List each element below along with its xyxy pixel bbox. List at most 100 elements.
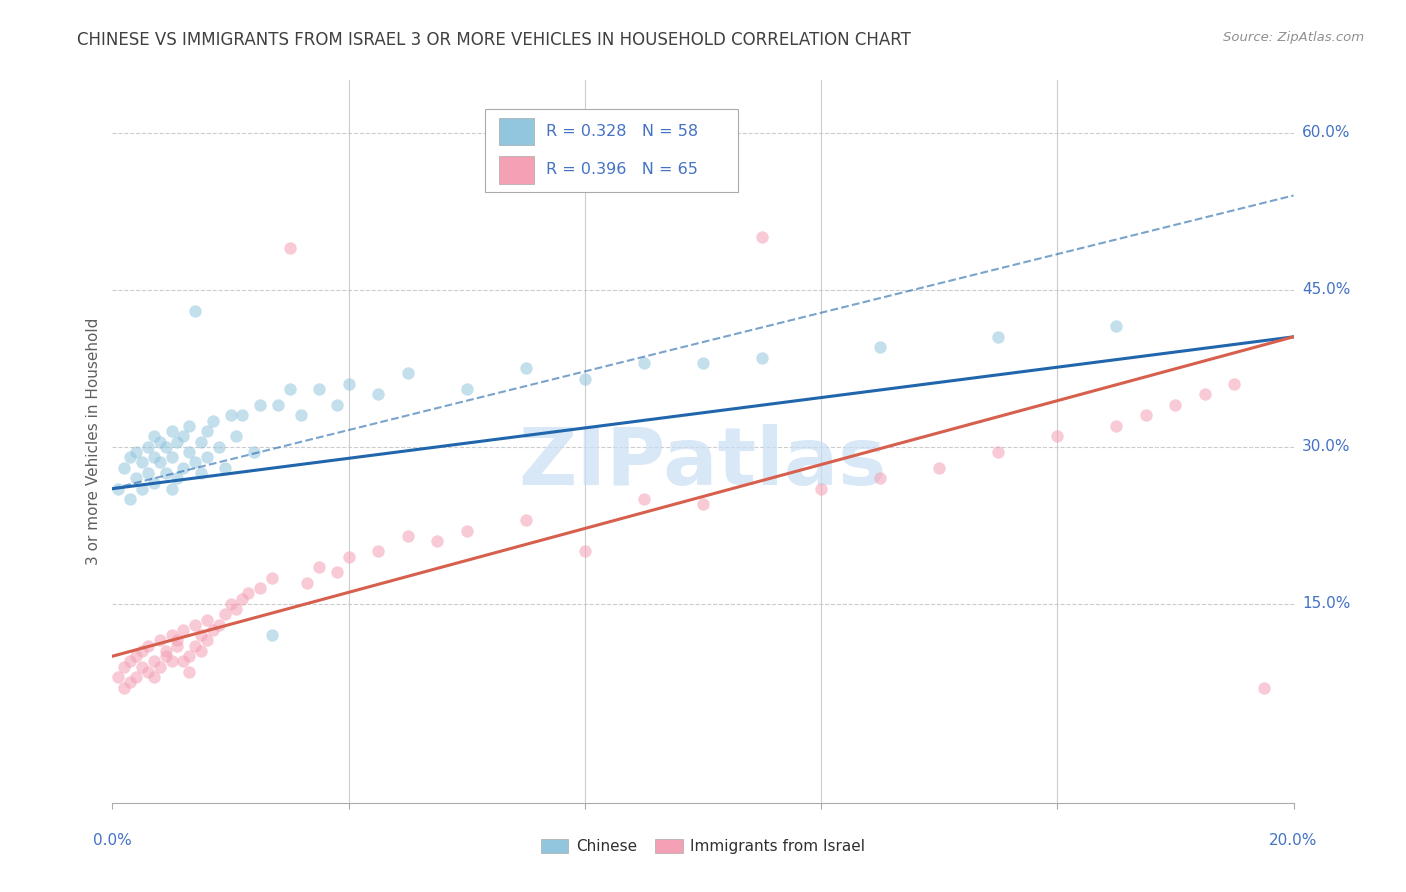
Point bbox=[869, 471, 891, 485]
Point bbox=[190, 466, 212, 480]
Point bbox=[184, 617, 207, 632]
Text: R = 0.328   N = 58: R = 0.328 N = 58 bbox=[546, 124, 697, 139]
Point bbox=[190, 434, 212, 449]
Point bbox=[308, 382, 330, 396]
Point bbox=[166, 471, 188, 485]
Point bbox=[142, 450, 165, 465]
Point bbox=[120, 655, 142, 669]
Point bbox=[225, 602, 247, 616]
Point bbox=[142, 429, 165, 443]
Point bbox=[231, 409, 253, 423]
Point bbox=[396, 529, 419, 543]
Point bbox=[112, 681, 135, 695]
Point bbox=[249, 581, 271, 595]
FancyBboxPatch shape bbox=[485, 109, 738, 193]
FancyBboxPatch shape bbox=[499, 156, 534, 184]
Point bbox=[219, 409, 242, 423]
Point bbox=[142, 670, 165, 684]
Point bbox=[131, 659, 153, 673]
Point bbox=[267, 398, 290, 412]
Point bbox=[125, 670, 148, 684]
Point bbox=[179, 665, 201, 679]
Text: Source: ZipAtlas.com: Source: ZipAtlas.com bbox=[1223, 31, 1364, 45]
Point bbox=[751, 351, 773, 365]
Point bbox=[131, 482, 153, 496]
Point bbox=[172, 460, 194, 475]
Point bbox=[515, 361, 537, 376]
Point bbox=[136, 466, 159, 480]
Point bbox=[142, 655, 165, 669]
Point bbox=[426, 534, 449, 549]
Point bbox=[208, 617, 231, 632]
Point bbox=[107, 482, 129, 496]
Point bbox=[1135, 409, 1157, 423]
Point bbox=[112, 460, 135, 475]
Point bbox=[225, 429, 247, 443]
Point bbox=[1046, 429, 1069, 443]
Point bbox=[125, 649, 148, 664]
Point bbox=[125, 471, 148, 485]
Point bbox=[120, 450, 142, 465]
Point bbox=[155, 440, 177, 454]
Point bbox=[1194, 387, 1216, 401]
Point bbox=[367, 544, 389, 558]
Point bbox=[308, 560, 330, 574]
Point bbox=[160, 450, 183, 465]
Point bbox=[136, 639, 159, 653]
Point bbox=[136, 665, 159, 679]
Text: CHINESE VS IMMIGRANTS FROM ISRAEL 3 OR MORE VEHICLES IN HOUSEHOLD CORRELATION CH: CHINESE VS IMMIGRANTS FROM ISRAEL 3 OR M… bbox=[77, 31, 911, 49]
Point bbox=[633, 356, 655, 370]
Point bbox=[326, 398, 349, 412]
Point bbox=[184, 455, 207, 469]
Point bbox=[131, 455, 153, 469]
FancyBboxPatch shape bbox=[499, 118, 534, 145]
Point bbox=[195, 633, 218, 648]
Point bbox=[160, 482, 183, 496]
Point bbox=[692, 356, 714, 370]
Text: ZIPatlas: ZIPatlas bbox=[519, 425, 887, 502]
Text: 60.0%: 60.0% bbox=[1302, 125, 1350, 140]
Point bbox=[166, 434, 188, 449]
Point bbox=[1105, 319, 1128, 334]
Point bbox=[290, 409, 312, 423]
Text: 0.0%: 0.0% bbox=[93, 833, 132, 848]
Point bbox=[810, 482, 832, 496]
Point bbox=[184, 639, 207, 653]
Point bbox=[869, 340, 891, 354]
Point bbox=[179, 418, 201, 433]
Point bbox=[172, 429, 194, 443]
Legend: Chinese, Immigrants from Israel: Chinese, Immigrants from Israel bbox=[534, 833, 872, 860]
Point bbox=[149, 659, 172, 673]
Point bbox=[297, 575, 319, 590]
Point bbox=[190, 644, 212, 658]
Point bbox=[112, 659, 135, 673]
Point bbox=[987, 330, 1010, 344]
Point bbox=[574, 544, 596, 558]
Point bbox=[201, 414, 224, 428]
Point bbox=[456, 382, 478, 396]
Point bbox=[337, 376, 360, 391]
Point bbox=[142, 476, 165, 491]
Point bbox=[928, 460, 950, 475]
Point bbox=[238, 586, 260, 600]
Point bbox=[396, 367, 419, 381]
Point bbox=[249, 398, 271, 412]
Point bbox=[155, 649, 177, 664]
Point bbox=[987, 445, 1010, 459]
Point bbox=[574, 372, 596, 386]
Point bbox=[160, 628, 183, 642]
Point bbox=[120, 492, 142, 507]
Point bbox=[1253, 681, 1275, 695]
Point bbox=[692, 497, 714, 511]
Point bbox=[149, 434, 172, 449]
Point bbox=[326, 566, 349, 580]
Point bbox=[149, 455, 172, 469]
Point bbox=[231, 591, 253, 606]
Point bbox=[184, 303, 207, 318]
Y-axis label: 3 or more Vehicles in Household: 3 or more Vehicles in Household bbox=[86, 318, 101, 566]
Point bbox=[195, 424, 218, 438]
Point bbox=[136, 440, 159, 454]
Point bbox=[172, 623, 194, 637]
Point bbox=[337, 549, 360, 564]
Point bbox=[260, 571, 283, 585]
